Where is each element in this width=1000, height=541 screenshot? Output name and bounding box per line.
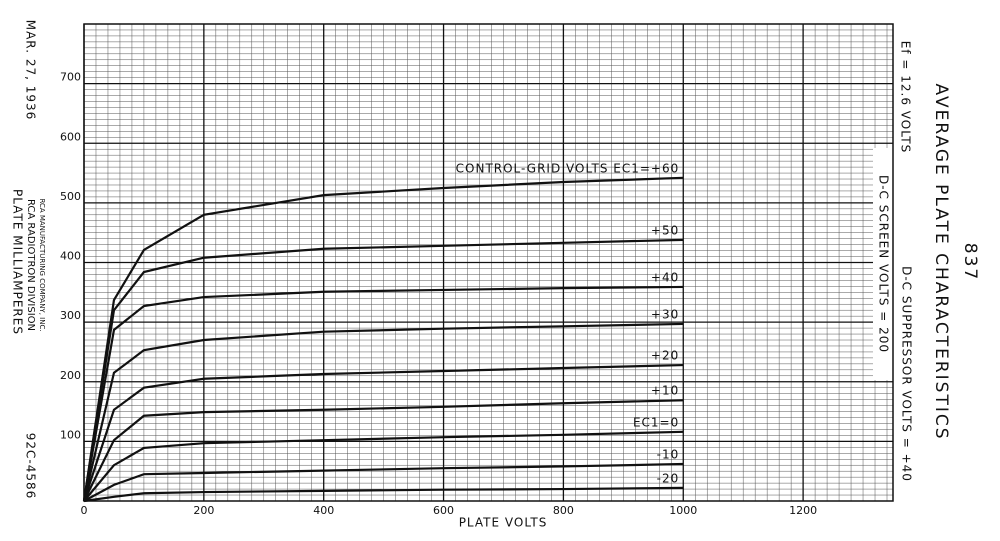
curve	[82, 322, 684, 502]
note-box	[873, 148, 893, 380]
chart-subtitle: 837	[960, 243, 980, 281]
y-tick-label: 500	[60, 190, 81, 203]
series-label: +30	[651, 307, 679, 321]
curve	[83, 399, 684, 502]
note: MAR. 27, 1936	[24, 20, 38, 121]
curve	[83, 462, 684, 502]
series-label: +20	[651, 349, 679, 363]
x-axis-label: PLATE VOLTS	[459, 516, 548, 530]
x-tick-label: 0	[81, 504, 88, 517]
plot-frame	[83, 23, 894, 502]
series-label: +50	[651, 223, 679, 237]
curve	[82, 238, 684, 502]
x-tick-label: 1200	[789, 504, 817, 517]
note-box	[895, 262, 917, 487]
series-label: CONTROL-GRID VOLTS EC1=+60	[456, 161, 680, 175]
y-tick-label: 600	[60, 130, 81, 143]
note: RCA MANUFACTURING COMPANY, INC.	[38, 198, 46, 331]
grid	[83, 23, 893, 502]
chart-title: AVERAGE PLATE CHARACTERISTICS	[931, 83, 951, 440]
note: Ef = 12.6 VOLTS	[899, 41, 913, 153]
x-tick-label: 400	[313, 504, 334, 517]
curve	[83, 430, 684, 502]
series-label: -10	[657, 448, 680, 462]
note: D-C SUPPRESSOR VOLTS = +40	[900, 266, 914, 482]
series-label: -20	[657, 471, 680, 485]
x-tick-label: 800	[553, 504, 574, 517]
y-axis-label: PLATE MILLIAMPERES	[11, 189, 25, 335]
y-tick-label: 300	[60, 309, 81, 322]
y-tick-label: 700	[60, 71, 81, 84]
series-label: EC1=0	[633, 415, 679, 429]
curve	[82, 363, 684, 502]
note: 92C-4586	[24, 433, 38, 500]
y-tick-label: 100	[60, 428, 81, 441]
y-tick-label: 200	[60, 369, 81, 382]
series-label: +10	[651, 384, 679, 398]
series-label: +40	[651, 270, 679, 284]
x-tick-label: 1000	[669, 504, 697, 517]
curve	[82, 176, 684, 502]
note: RCA RADIOTRON DIVISION	[25, 199, 36, 331]
note-box	[893, 22, 917, 172]
x-tick-label: 600	[433, 504, 454, 517]
note: D-C SCREEN VOLTS = 200	[877, 175, 891, 353]
y-tick-label: 400	[60, 250, 81, 263]
curve	[83, 486, 684, 503]
x-tick-label: 200	[193, 504, 214, 517]
curve	[82, 285, 684, 502]
